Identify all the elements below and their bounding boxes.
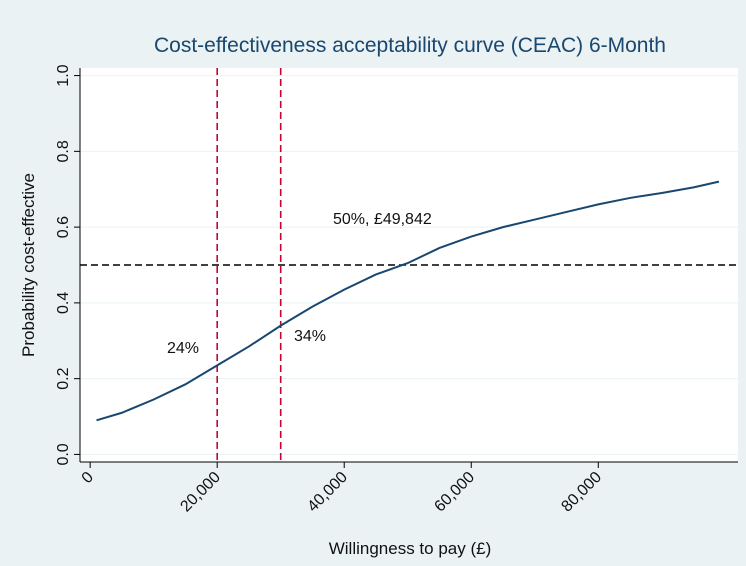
- plot-area: [80, 68, 738, 462]
- y-tick-label: 0.6: [55, 216, 72, 238]
- y-tick-label: 0.8: [55, 140, 72, 162]
- x-axis-title: Willingness to pay (£): [329, 539, 492, 558]
- chart-title: Cost-effectiveness acceptability curve (…: [154, 34, 666, 57]
- y-tick-label: 0.0: [55, 443, 72, 465]
- annotation: 24%: [167, 340, 199, 357]
- line-series: [96, 180, 720, 422]
- annotation: 50%, £49,842: [333, 211, 432, 228]
- y-tick-label: 0.2: [55, 367, 72, 389]
- y-tick-label: 0.4: [55, 292, 72, 314]
- annotation: 34%: [294, 328, 326, 345]
- y-axis-title: Probability cost-effective: [19, 173, 38, 357]
- y-tick-label: 1.0: [55, 64, 72, 86]
